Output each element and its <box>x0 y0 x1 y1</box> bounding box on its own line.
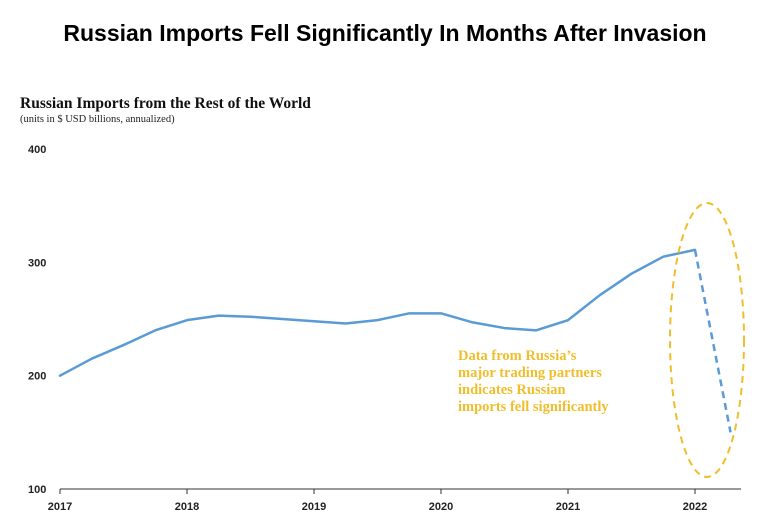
annotation-text-line: imports fell significantly <box>458 399 609 415</box>
chart-title: Russian Imports from the Rest of the Wor… <box>20 95 311 112</box>
headline: Russian Imports Fell Significantly In Mo… <box>63 20 707 46</box>
series-line-imports <box>58 248 697 377</box>
annotation-text-line: major trading partners <box>458 365 602 381</box>
series-line-estimated <box>693 249 732 433</box>
x-tick-label: 2018 <box>175 501 199 513</box>
annotation-text-line: indicates Russian <box>458 382 566 398</box>
y-tick-label: 300 <box>28 257 46 269</box>
x-tick-label: 2021 <box>556 501 580 513</box>
chart-units: (units in $ USD billions, annualized) <box>20 114 175 125</box>
x-tick-label: 2020 <box>429 501 453 513</box>
annotation-text-line: Data from Russia’s <box>458 348 577 364</box>
y-tick-label: 200 <box>28 371 46 383</box>
y-tick-label: 400 <box>28 144 46 156</box>
y-tick-label: 100 <box>28 484 46 496</box>
x-tick-label: 2019 <box>302 501 326 513</box>
annotation-ellipse <box>669 202 745 478</box>
x-tick-label: 2017 <box>48 501 72 513</box>
x-tick-label: 2022 <box>683 501 707 513</box>
